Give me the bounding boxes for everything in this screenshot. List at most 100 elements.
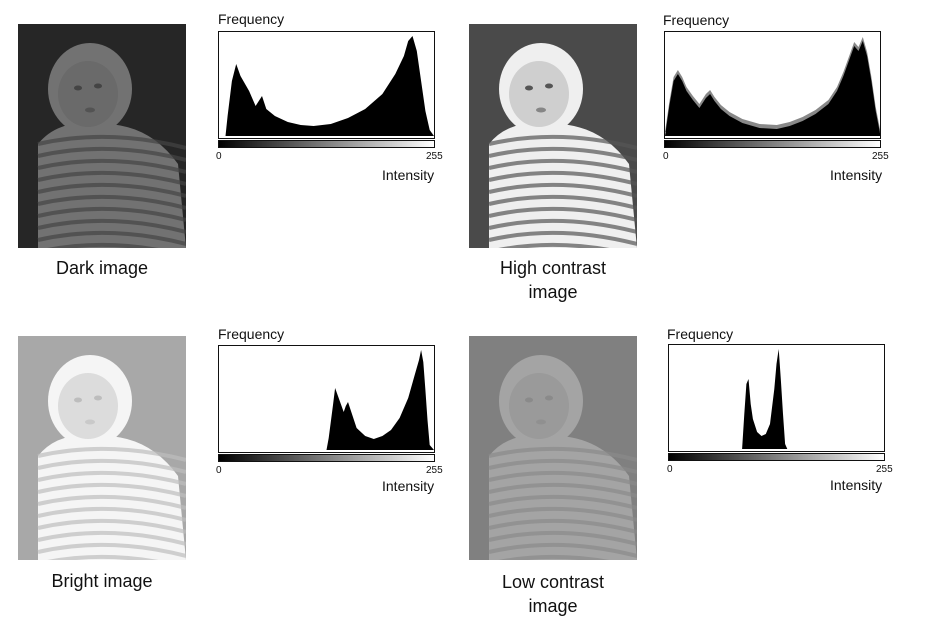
suit-stripe [488,458,637,474]
face [509,61,569,127]
caption-line: image [528,282,578,302]
mouth [536,107,546,113]
intensity-gradient-bar [218,140,435,148]
caption-line: High contrast [499,258,607,278]
dark-image-photo [18,24,186,248]
frequency-label: Frequency [667,326,734,342]
caption-line: Low contrast [501,572,605,592]
suit-stripe [488,182,637,198]
intensity-gradient-bar [668,453,885,461]
suit-stripe [488,446,637,462]
low-contrast-image-photo [469,336,637,560]
eye [545,395,553,401]
histogram-plot [669,349,884,449]
suit-stripe [488,530,637,546]
baby-illustration [469,24,637,248]
low-contrast-histogram [668,344,885,452]
suit-stripe [37,146,186,162]
suit-stripe [47,554,159,560]
mouth [85,107,95,113]
tick-max-label: 255 [876,464,893,475]
frequency-label: Frequency [218,326,285,342]
tick-max-label: 255 [872,151,889,162]
suit-stripe [37,206,186,222]
suit-stripe [37,182,186,198]
suit-stripe [488,518,637,534]
suit-stripe [37,446,186,462]
baby-illustration [18,336,186,560]
suit-stripe [37,494,186,510]
suit-stripe [37,506,186,522]
eye [545,83,553,89]
suit-stripe [37,218,186,234]
suit-stripe [488,158,637,174]
histogram-plot [665,37,880,136]
eye [74,85,82,91]
intensity-gradient-bar [664,140,881,148]
bright-image-photo [18,336,186,560]
suit-stripe [488,206,637,222]
suit-stripe [37,518,186,534]
baby-illustration [18,24,186,248]
suit-stripe [37,470,186,486]
face [58,373,118,439]
dark-histogram [218,31,435,139]
suit-stripe [37,194,186,210]
frequency-label: Frequency [663,12,730,28]
suit-stripe [47,242,159,248]
histogram-area [219,350,434,450]
suit-stripe [488,134,637,150]
suit-stripe [488,506,637,522]
histogram-plot [219,36,434,136]
high-contrast-image-caption: High contrast image [469,256,637,304]
suit-stripe [37,458,186,474]
eye [94,395,102,401]
eye [94,83,102,89]
tick-min-label: 0 [216,151,222,162]
intensity-axis-label: Intensity [830,167,883,183]
suit-stripe [37,230,186,246]
suit-stripe [498,554,610,560]
bright-image-caption: Bright image [18,569,186,593]
tick-min-label: 0 [216,465,222,476]
caption-line: image [528,596,578,616]
suit-stripe [488,470,637,486]
tick-min-label: 0 [667,464,673,475]
suit-stripe [37,134,186,150]
mouth [536,419,546,425]
intensity-axis-label: Intensity [382,167,435,183]
baby-illustration [469,336,637,560]
caption-text: Dark image [55,258,149,278]
suit-stripe [488,230,637,246]
high-contrast-image-photo [469,24,637,248]
histogram-plot [219,350,434,450]
suit-stripe [37,170,186,186]
suit-stripe [488,170,637,186]
caption-text: Bright image [51,571,153,591]
suit-stripe [37,530,186,546]
eye [74,397,82,403]
suit-stripe [498,242,610,248]
suit-stripe [488,494,637,510]
suit-stripe [488,146,637,162]
mouth [85,419,95,425]
suit-stripe [488,218,637,234]
suit-stripe [37,482,186,498]
tick-max-label: 255 [426,465,443,476]
suit-stripe [488,194,637,210]
histogram-area [665,41,880,136]
intensity-axis-label: Intensity [830,477,883,493]
histogram-area [669,349,884,449]
face [509,373,569,439]
bright-histogram [218,345,435,453]
eye [525,85,533,91]
suit-stripe [488,542,637,558]
dark-image-caption: Dark image [18,256,186,280]
frequency-label: Frequency [218,11,285,27]
intensity-axis-label: Intensity [382,478,435,494]
tick-max-label: 255 [426,151,443,162]
suit-stripe [488,482,637,498]
face [58,61,118,127]
suit-stripe [37,158,186,174]
histogram-area [219,36,434,136]
